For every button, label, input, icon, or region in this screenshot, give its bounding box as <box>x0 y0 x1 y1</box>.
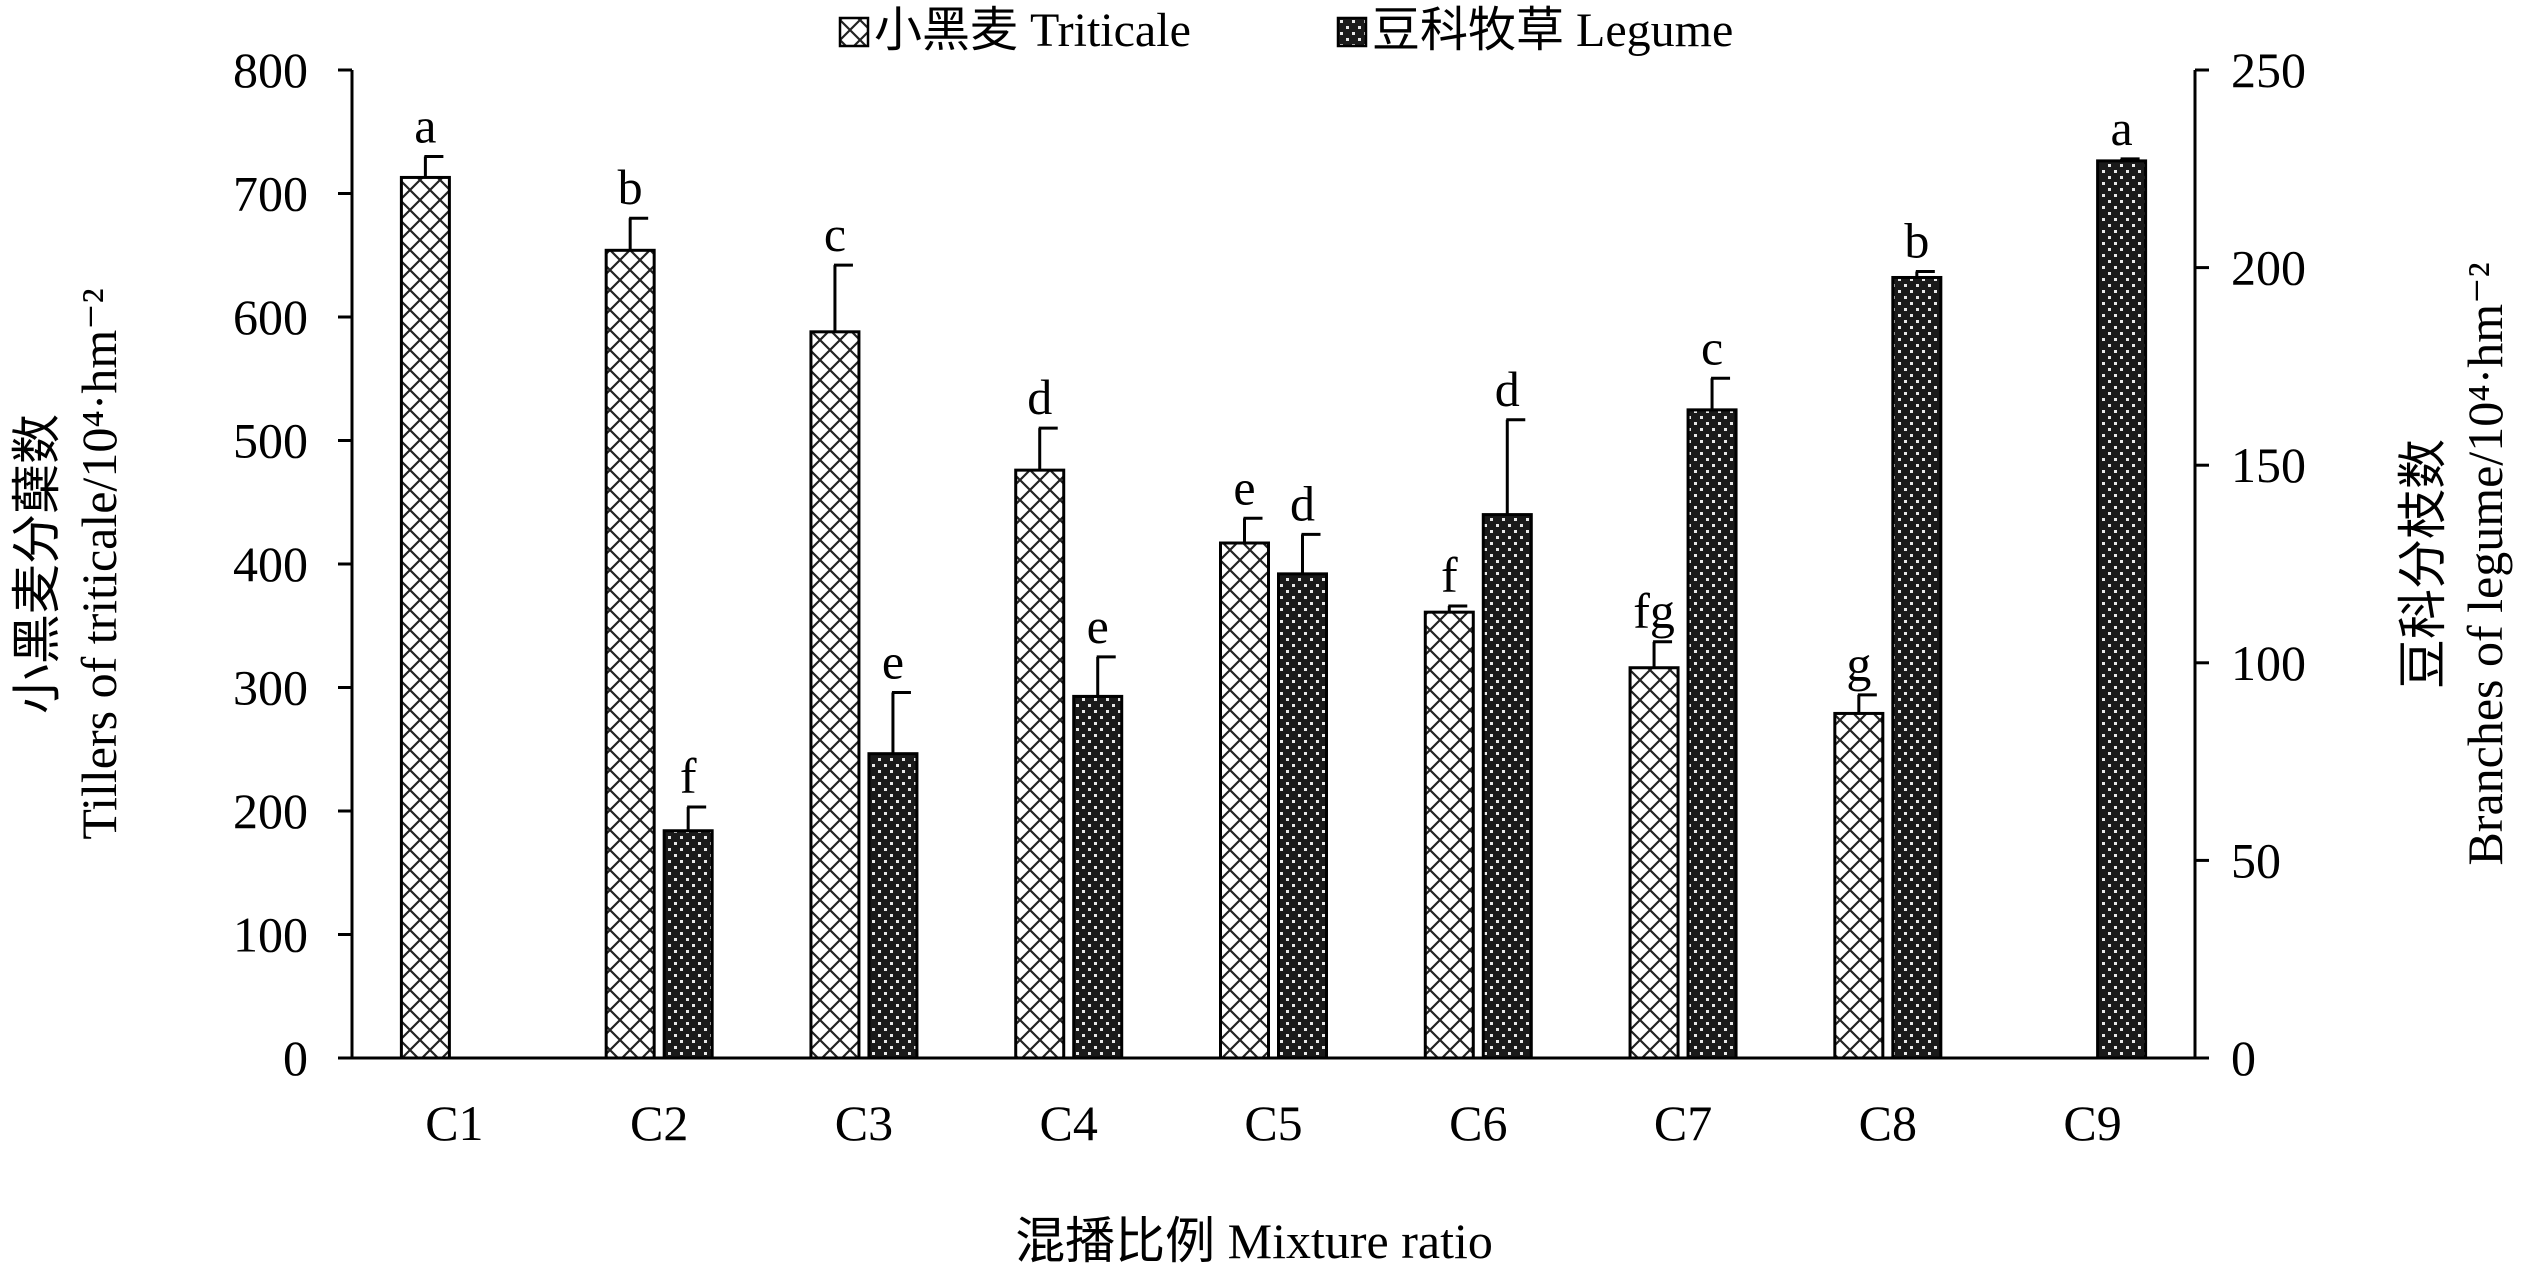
category-label: C5 <box>1244 1095 1302 1151</box>
legend: 小黑麦 Triticale 豆科牧草 Legume <box>838 4 1733 57</box>
right-axis-title-line1: 豆科分枝数 <box>2395 439 2451 689</box>
left-tick-label: 400 <box>233 536 308 592</box>
legend-swatch-legume <box>1336 16 1368 48</box>
left-tick-label: 700 <box>233 166 308 222</box>
right-axis-title-line2: Branches of legume/10⁴·hm⁻² <box>2457 262 2513 865</box>
category-labels: C1 C2 C3 C4 C5 C6 C7 C8 C9 <box>425 1095 2122 1151</box>
significance-letter: c <box>1701 319 1723 375</box>
left-axis-ticks: 0 100 200 300 400 500 600 700 800 <box>233 42 352 1086</box>
right-tick-label: 200 <box>2231 240 2306 296</box>
left-tick-label: 500 <box>233 413 308 469</box>
category-label: C2 <box>630 1095 688 1151</box>
left-tick-label: 600 <box>233 289 308 345</box>
left-tick-label: 300 <box>233 660 308 716</box>
right-tick-label: 100 <box>2231 635 2306 691</box>
right-tick-label: 250 <box>2231 42 2306 98</box>
bar <box>1277 572 1328 1060</box>
significance-letter: e <box>1087 598 1109 654</box>
significance-letter: b <box>618 159 643 215</box>
bar <box>1481 513 1533 1060</box>
category-label: C3 <box>835 1095 893 1151</box>
significance-letter: e <box>882 633 904 689</box>
bar <box>809 330 861 1060</box>
x-axis-title: 混播比例 Mixture ratio <box>1015 1213 1493 1269</box>
category-label: C8 <box>1859 1095 1917 1151</box>
bar <box>867 752 919 1060</box>
bar <box>1833 711 1885 1060</box>
bar <box>1219 541 1270 1060</box>
bar <box>1072 694 1124 1060</box>
significance-letter: a <box>414 97 436 153</box>
bar <box>399 175 451 1060</box>
bar <box>662 829 714 1060</box>
category-label: C1 <box>425 1095 483 1151</box>
bar <box>1628 666 1680 1060</box>
left-tick-label: 0 <box>283 1030 308 1086</box>
bar <box>1014 468 1066 1060</box>
legend-swatch-triticale <box>838 16 870 48</box>
category-label: C7 <box>1654 1095 1712 1151</box>
bar <box>1423 610 1475 1060</box>
bar <box>2096 159 2148 1060</box>
left-tick-label: 100 <box>233 907 308 963</box>
category-label: C6 <box>1449 1095 1507 1151</box>
significance-letter: d <box>1027 369 1052 425</box>
right-tick-label: 50 <box>2231 832 2281 888</box>
left-axis-title: 小黑麦分蘖数 Tillers of triticale/10⁴·hm⁻² <box>9 288 127 839</box>
significance-letter: fg <box>1633 583 1675 639</box>
significance-letter: e <box>1233 459 1255 515</box>
significance-letter: f <box>680 748 697 804</box>
legend-label-legume: 豆科牧草 Legume <box>1372 4 1733 57</box>
bar <box>1686 408 1738 1060</box>
right-axis-ticks: 0 50 100 150 200 250 <box>2195 42 2306 1086</box>
significance-letter: b <box>1904 213 1929 269</box>
significance-letter: g <box>1846 636 1871 692</box>
right-tick-label: 150 <box>2231 437 2306 493</box>
left-axis-title-line2: Tillers of triticale/10⁴·hm⁻² <box>71 288 127 839</box>
significance-letter: d <box>1495 361 1520 417</box>
significance-letter: d <box>1290 475 1315 531</box>
significance-letter: a <box>2111 100 2133 156</box>
right-tick-label: 0 <box>2231 1030 2256 1086</box>
significance-letter: c <box>824 206 846 262</box>
category-label: C4 <box>1040 1095 1098 1151</box>
legend-label-triticale: 小黑麦 Triticale <box>874 4 1191 57</box>
bar <box>1891 275 1943 1060</box>
left-tick-label: 800 <box>233 42 308 98</box>
category-label: C9 <box>2063 1095 2121 1151</box>
bar <box>604 248 656 1060</box>
left-axis-title-line1: 小黑麦分蘖数 <box>9 414 65 714</box>
significance-letter: f <box>1441 547 1458 603</box>
right-axis-title: 豆科分枝数 Branches of legume/10⁴·hm⁻² <box>2395 262 2513 865</box>
left-tick-label: 200 <box>233 783 308 839</box>
